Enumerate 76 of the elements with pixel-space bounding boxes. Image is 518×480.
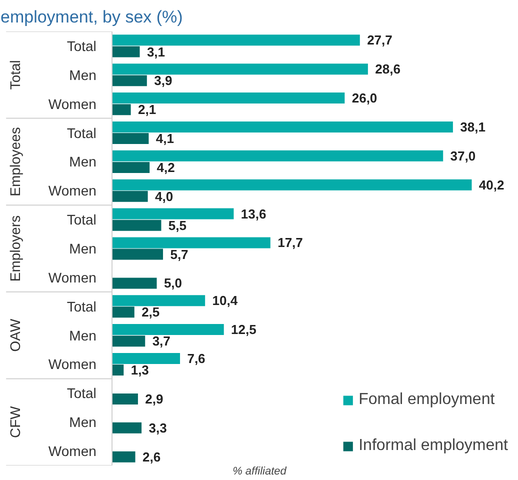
y-tick-label: Men <box>69 240 96 256</box>
data-label: 12,5 <box>231 322 256 338</box>
data-label: 28,6 <box>375 62 400 77</box>
bar <box>112 208 234 220</box>
chart-title: employment, by sex (%) <box>0 8 183 26</box>
legend-label: Informal employment <box>358 437 508 455</box>
data-label: 5,5 <box>168 218 186 233</box>
bar <box>112 75 147 86</box>
data-label: 37,0 <box>450 148 476 164</box>
y-tick-label: Total <box>66 38 96 54</box>
y-tick-label: Total <box>66 298 96 314</box>
data-label: 2,5 <box>142 304 160 320</box>
data-label: 5,0 <box>164 276 182 291</box>
y-tick-label: Women <box>48 182 96 199</box>
bar <box>112 162 150 173</box>
data-label: 5,7 <box>170 246 188 262</box>
bar <box>112 150 444 162</box>
data-label: 7,6 <box>187 350 206 366</box>
bar <box>112 190 148 202</box>
data-label: 17,7 <box>278 235 303 250</box>
data-label: 2,9 <box>145 391 164 406</box>
data-label: 26,0 <box>352 90 378 106</box>
bar <box>112 179 472 190</box>
y-tick-label: Women <box>48 96 96 112</box>
bar <box>112 133 149 144</box>
data-label: 40,2 <box>478 177 504 192</box>
data-label: 2,6 <box>142 449 161 464</box>
bar <box>112 92 345 104</box>
bar <box>112 46 140 58</box>
bar <box>112 220 162 231</box>
data-label: 4,2 <box>156 160 175 175</box>
data-label: 38,1 <box>460 119 486 134</box>
data-label: 13,6 <box>240 206 266 222</box>
data-label: 3,7 <box>152 334 170 349</box>
bar <box>112 364 124 376</box>
y-tick-label: Women <box>48 269 96 286</box>
bar <box>112 34 360 46</box>
data-label: 27,7 <box>367 32 392 48</box>
text: Total <box>6 60 23 90</box>
y-tick-label: Men <box>69 66 96 83</box>
x-axis-title: % affiliated <box>232 466 288 478</box>
y-tick-label: Men <box>69 154 96 170</box>
text: CFW <box>6 405 23 438</box>
bar <box>112 248 164 260</box>
bar <box>112 393 138 404</box>
y-tick-label: Men <box>69 327 96 344</box>
bar <box>112 237 270 248</box>
text: Employers <box>6 215 23 282</box>
y-tick-label: Men <box>69 414 96 430</box>
data-label: 4,0 <box>155 188 174 204</box>
legend-label: Fomal employment <box>358 391 495 409</box>
bar <box>112 336 146 347</box>
data-label: 4,1 <box>156 131 174 146</box>
y-tick-label: Total <box>66 385 96 402</box>
text: Employees <box>6 127 23 196</box>
bar <box>112 324 224 336</box>
bar <box>112 451 136 462</box>
data-label: 2,1 <box>138 102 156 118</box>
bar <box>112 104 131 116</box>
text: OAW <box>6 318 23 352</box>
data-label: 3,3 <box>148 420 167 436</box>
y-tick-label: Women <box>48 356 96 372</box>
data-label: 1,3 <box>130 362 149 378</box>
bar <box>112 295 206 306</box>
y-tick-label: Women <box>48 443 96 460</box>
data-label: 3,9 <box>154 73 172 88</box>
y-tick-label: Total <box>66 212 96 228</box>
bar <box>112 306 134 318</box>
bar <box>112 64 368 75</box>
data-label: 3,1 <box>146 44 166 60</box>
y-tick-label: Total <box>66 124 96 141</box>
bar <box>112 422 142 434</box>
bar <box>112 278 157 289</box>
bar <box>112 121 453 132</box>
data-label: 10,4 <box>212 293 238 308</box>
bar <box>112 352 180 364</box>
